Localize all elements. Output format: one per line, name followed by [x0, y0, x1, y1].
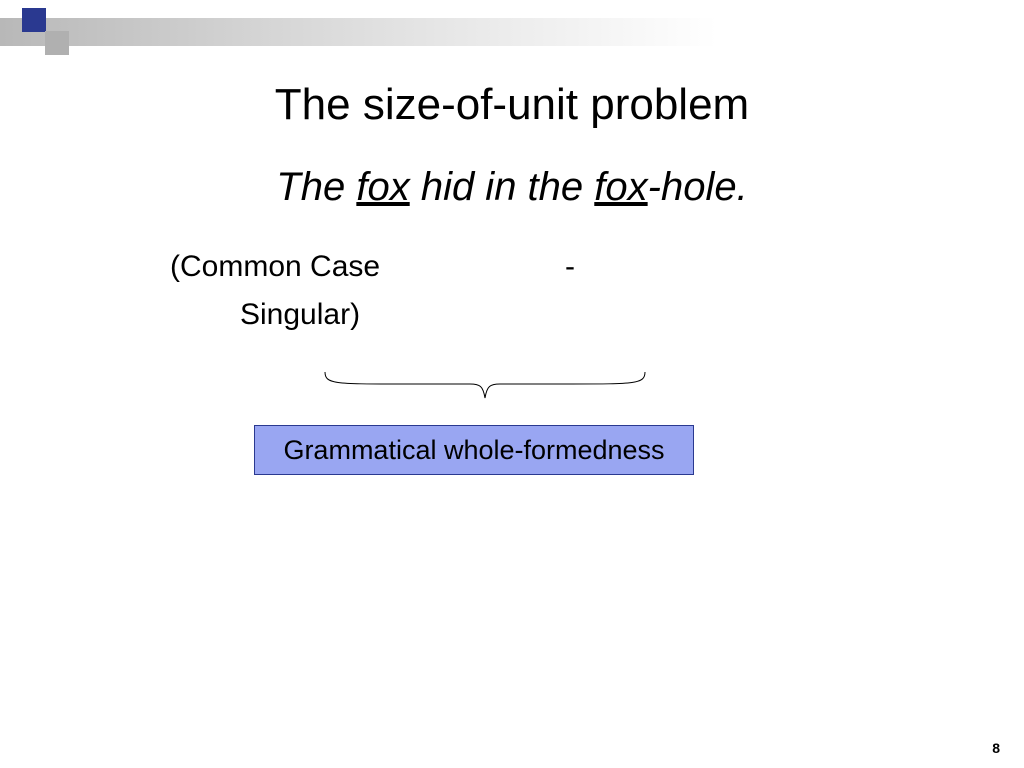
concept-box: Grammatical whole-formedness: [254, 425, 694, 475]
sentence-underline-1: fox: [356, 165, 409, 209]
top-gradient-bar: [0, 18, 1024, 46]
brace-path: [325, 372, 645, 398]
sentence-part-2: hid in the: [410, 165, 595, 209]
decor-square-dark: [22, 8, 46, 32]
concept-box-text: Grammatical whole-formedness: [283, 435, 664, 466]
annotation-dash: -: [565, 250, 575, 284]
example-sentence: The fox hid in the fox-hole.: [0, 165, 1024, 210]
annotation-left-line1: (Common Case: [170, 250, 380, 284]
sentence-part-1: The: [276, 165, 356, 209]
sentence-part-3: -hole.: [648, 165, 748, 209]
slide-title: The size-of-unit problem: [0, 80, 1024, 130]
decor-square-light: [45, 31, 69, 55]
curly-brace-icon: [320, 368, 650, 404]
page-number: 8: [992, 740, 1000, 756]
sentence-underline-2: fox: [594, 165, 647, 209]
annotation-left-line2: Singular): [240, 298, 360, 332]
